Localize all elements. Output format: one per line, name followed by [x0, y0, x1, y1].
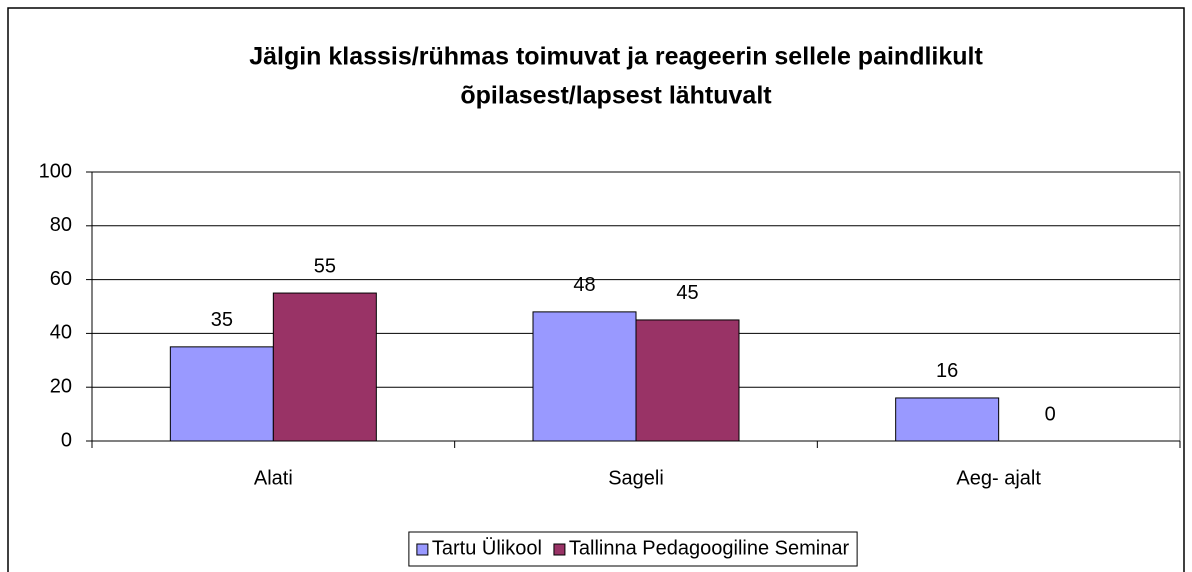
- y-tick-label: 0: [61, 429, 72, 451]
- data-label: 0: [1045, 403, 1056, 425]
- legend-swatch: [416, 543, 429, 556]
- legend: [408, 531, 858, 567]
- data-label: 48: [573, 274, 595, 296]
- legend-label: Tallinna Pedagoogiline Seminar: [569, 537, 850, 559]
- x-tick-label: Aeg- ajalt: [956, 467, 1041, 489]
- chart-title: Jälgin klassis/rühmas toimuvat ja reagee…: [249, 43, 983, 71]
- data-label: 35: [211, 309, 233, 331]
- bar: [895, 397, 1000, 442]
- chart-title: õpilasest/lapsest lähtuvalt: [460, 82, 772, 110]
- x-tick-label: Alati: [254, 467, 293, 489]
- y-tick-label: 20: [50, 375, 72, 397]
- y-tick-label: 80: [50, 214, 72, 236]
- data-label: 55: [314, 255, 336, 277]
- x-tick-label: Sageli: [608, 467, 664, 489]
- data-label: 16: [936, 360, 958, 382]
- y-tick-label: 100: [39, 160, 72, 182]
- legend-label: Tartu Ülikool: [432, 537, 542, 559]
- bar: [169, 346, 274, 442]
- data-label: 45: [676, 282, 698, 304]
- bar: [532, 311, 637, 442]
- bar: [272, 292, 377, 442]
- y-tick-label: 40: [50, 322, 72, 344]
- chart-border: [7, 7, 1185, 572]
- y-tick-label: 60: [50, 268, 72, 290]
- bar: [635, 319, 740, 442]
- legend-swatch: [553, 543, 566, 556]
